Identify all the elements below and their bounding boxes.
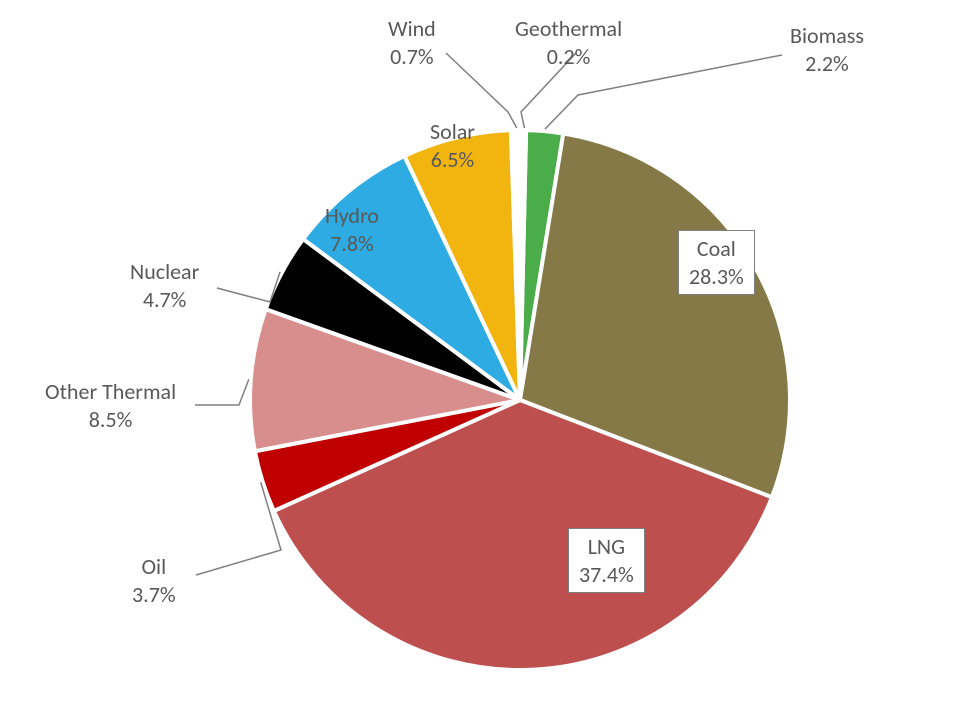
label-name: Coal — [689, 235, 744, 263]
label-name: Wind — [388, 15, 436, 43]
pie-svg — [0, 0, 972, 728]
label-percent: 6.5% — [430, 146, 475, 174]
label-percent: 7.8% — [325, 230, 379, 258]
label-name: Geothermal — [515, 15, 622, 43]
energy-mix-pie-chart: Biomass2.2% Coal28.3% LNG37.4% Oil3.7% Other… — [0, 0, 972, 728]
label-name: LNG — [579, 533, 634, 561]
label-percent: 2.2% — [790, 50, 864, 78]
label-biomass: Biomass2.2% — [790, 22, 864, 77]
label-coal: Coal28.3% — [678, 230, 755, 295]
label-name: Biomass — [790, 22, 864, 50]
label-geothermal: Geothermal0.2% — [515, 15, 622, 70]
label-nuclear: Nuclear4.7% — [130, 258, 199, 313]
label-name: Oil — [132, 553, 176, 581]
label-solar: Solar6.5% — [430, 118, 475, 173]
label-percent: 0.2% — [515, 43, 622, 71]
label-percent: 37.4% — [579, 561, 634, 589]
label-lng: LNG37.4% — [568, 528, 645, 593]
label-hydro: Hydro7.8% — [325, 202, 379, 257]
label-percent: 0.7% — [388, 43, 436, 71]
leader-other-thermal — [195, 379, 249, 405]
leader-wind — [446, 53, 517, 128]
label-percent: 8.5% — [45, 406, 176, 434]
label-percent: 3.7% — [132, 581, 176, 609]
label-name: Other Thermal — [45, 378, 176, 406]
label-other-thermal: Other Thermal8.5% — [45, 378, 176, 433]
label-name: Solar — [430, 118, 475, 146]
label-percent: 28.3% — [689, 263, 744, 291]
label-name: Hydro — [325, 202, 379, 230]
label-name: Nuclear — [130, 258, 199, 286]
label-percent: 4.7% — [130, 286, 199, 314]
label-wind: Wind0.7% — [388, 15, 436, 70]
label-oil: Oil3.7% — [132, 553, 176, 608]
